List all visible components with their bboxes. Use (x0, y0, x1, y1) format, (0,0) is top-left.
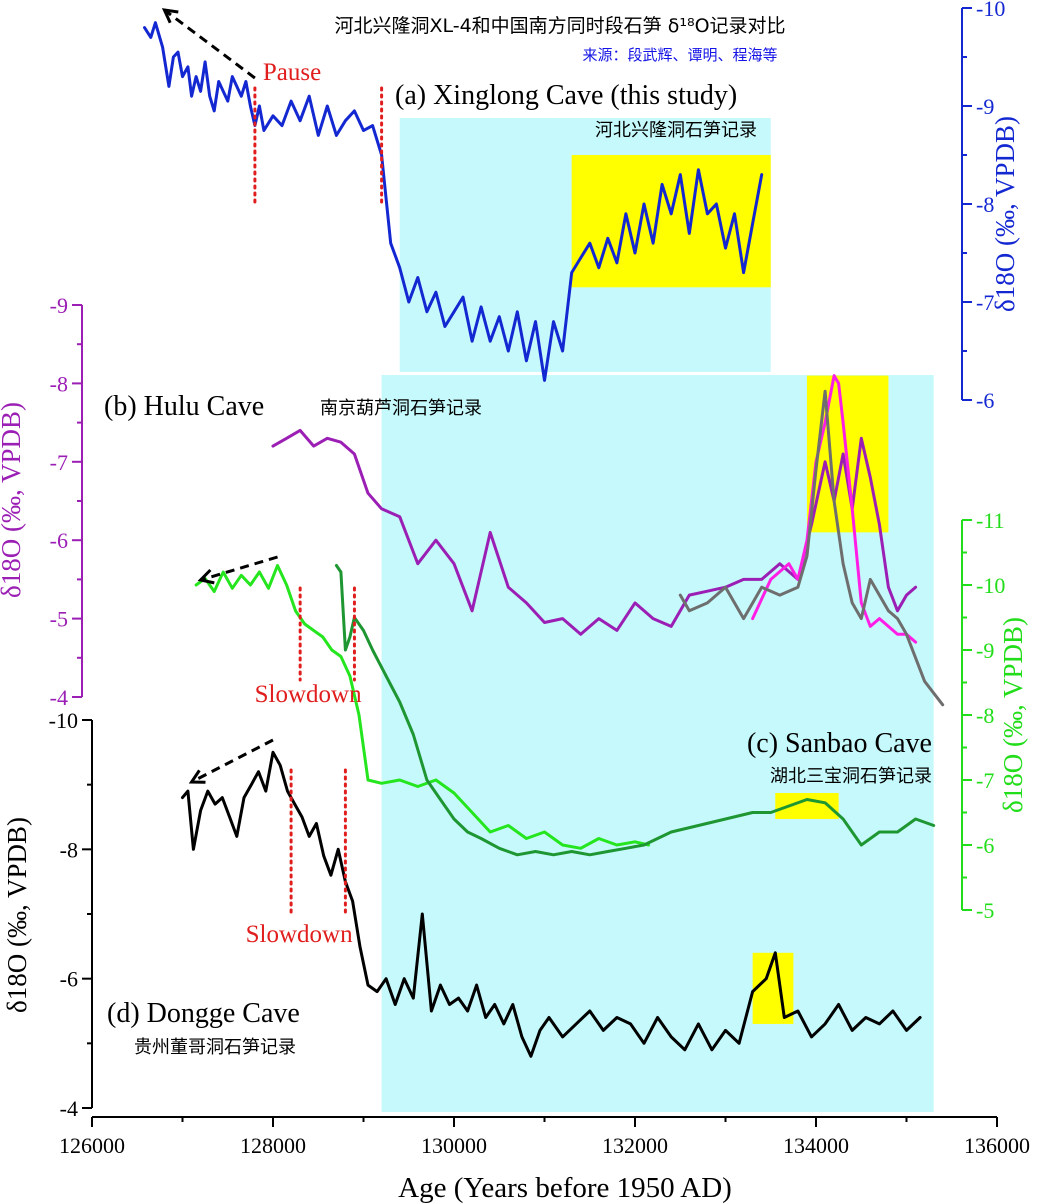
y-tick-label-a-3: -7 (976, 290, 994, 315)
y-tick-label-c-0: -11 (976, 508, 1005, 533)
y-axis-title-d: δ18O (‰, VPDB) (2, 817, 32, 1013)
series-line-b-2 (678, 389, 945, 707)
y-tick-label-c-2: -9 (976, 638, 994, 663)
x-axis-label: Age (Years before 1950 AD) (398, 1172, 732, 1204)
y-tick-label-c-3: -8 (976, 703, 994, 728)
series-line-c-1 (334, 564, 936, 857)
marker-label-d: Slowdown (246, 921, 353, 948)
marker-label-a: Pause (263, 59, 321, 86)
marker-label-c: Slowdown (255, 681, 362, 708)
y-tick-label-b-3: -6 (50, 528, 68, 553)
panel-d-label: (d) Dongge Cave (107, 998, 300, 1029)
chart-title: 河北兴隆洞XL-4和中国南方同时段石笋 δ¹⁸O记录对比 (334, 15, 785, 37)
trend-arrow-head-0 (161, 8, 179, 24)
y-tick-label-a-2: -8 (976, 192, 994, 217)
panel-c-label: (c) Sanbao Cave (747, 728, 932, 759)
y-axis-title-b: δ18O (‰, VPDB) (0, 402, 26, 598)
panel-a-note: 河北兴隆洞石笋记录 (595, 120, 757, 141)
x-tick-label-1: 128000 (240, 1133, 306, 1158)
y-tick-label-c-5: -6 (976, 833, 994, 858)
y-tick-label-d-1: -8 (60, 837, 78, 862)
x-tick-label-0: 126000 (59, 1133, 125, 1158)
trend-arrow-head-1 (197, 568, 215, 585)
y-tick-label-d-3: -4 (60, 1096, 78, 1121)
y-tick-label-b-4: -5 (50, 607, 68, 632)
trend-arrow-line-0 (163, 8, 256, 80)
y-axis-title-a: δ18O (‰, VPDB) (990, 116, 1020, 312)
y-tick-label-d-2: -6 (60, 967, 78, 992)
chart-source: 来源：段武辉、谭明、程海等 (582, 46, 777, 64)
y-tick-label-b-1: -8 (50, 371, 68, 396)
y-axis-title-c: δ18O (‰, VPDB) (998, 617, 1028, 813)
marker-layer: Pause Slowdown Slowdown (246, 59, 384, 948)
y-tick-label-c-1: -10 (976, 573, 1005, 598)
x-tick-label-3: 132000 (602, 1133, 668, 1158)
series-layer (143, 21, 945, 1058)
panel-d-note: 贵州董哥洞石笋记录 (134, 1037, 296, 1058)
panel-b-note: 南京葫芦洞石笋记录 (320, 398, 482, 419)
panel-b-label: (b) Hulu Cave (104, 391, 264, 422)
y-tick-label-b-0: -9 (50, 293, 68, 318)
x-tick-label-5: 136000 (964, 1133, 1030, 1158)
highlight-box-a (571, 155, 771, 288)
y-tick-label-b-5: -4 (50, 685, 68, 710)
panel-a-label: (a) Xinglong Cave (this study) (395, 80, 737, 111)
y-tick-label-d-0: -10 (49, 708, 78, 733)
series-line-b-1 (751, 374, 918, 644)
trend-arrow-line-2 (190, 738, 274, 784)
y-tick-label-a-4: -6 (976, 388, 994, 413)
trend-arrow-head-2 (188, 769, 206, 784)
y-tick-label-a-0: -10 (976, 0, 1005, 21)
y-tick-label-c-6: -5 (976, 898, 994, 923)
y-tick-label-b-2: -7 (50, 450, 68, 475)
panel-c-note: 湖北三宝洞石笋记录 (770, 766, 932, 787)
x-tick-label-2: 130000 (421, 1133, 487, 1158)
y-tick-label-c-4: -7 (976, 768, 994, 793)
series-line-a-0 (143, 21, 764, 382)
highlight-box-d (752, 952, 794, 1024)
series-line-d-0 (181, 750, 922, 1058)
series-line-c-0 (194, 564, 651, 850)
x-tick-label-4: 134000 (783, 1133, 849, 1158)
trend-arrow-line-1 (200, 555, 278, 582)
y-tick-label-a-1: -9 (976, 94, 994, 119)
trend-arrow-layer (161, 8, 278, 784)
